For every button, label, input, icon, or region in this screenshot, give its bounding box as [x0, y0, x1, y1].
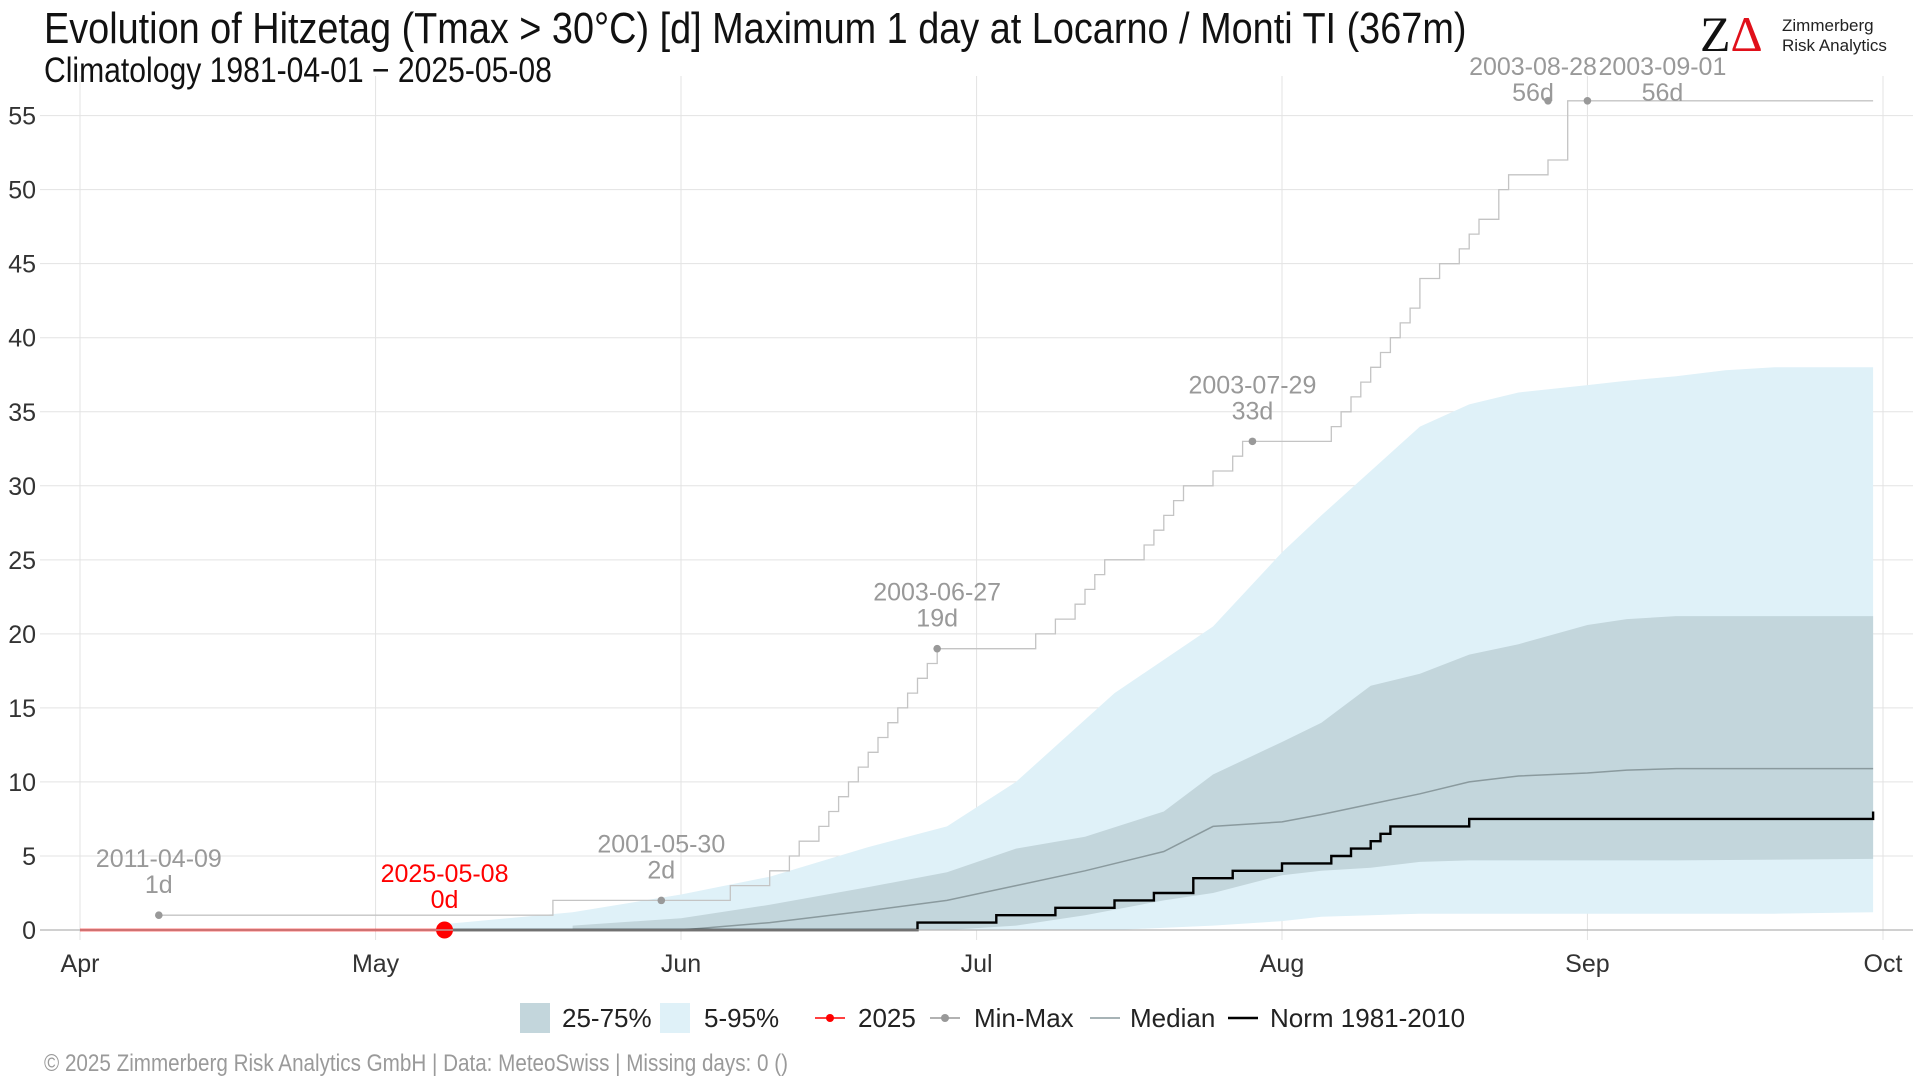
legend: 25-75% 5-95% 2025 Min-Max Median Norm 1981-20…: [520, 1003, 1465, 1033]
annotation-value: 56d: [1512, 79, 1554, 107]
annotation-date: 2025-05-08: [381, 860, 509, 888]
y-tick-label: 5: [22, 843, 36, 871]
y-tick-label: 50: [8, 177, 36, 205]
chart-subtitle: Climatology 1981-04-01 − 2025-05-08: [44, 51, 552, 90]
legend-label: Min-Max: [974, 1003, 1074, 1033]
y-tick-label: 30: [8, 473, 36, 501]
legend-item: Min-Max: [930, 1003, 1074, 1033]
logo-text-line2: Risk Analytics: [1782, 36, 1887, 55]
minmax-point: [657, 896, 666, 905]
minmax-point: [933, 644, 941, 653]
y-tick-label: 20: [8, 621, 36, 649]
legend-label: Median: [1130, 1003, 1215, 1033]
legend-item: 25-75%: [520, 1003, 652, 1033]
legend-label: 25-75%: [562, 1003, 652, 1033]
minmax-point: [155, 911, 163, 919]
x-tick-label: Sep: [1565, 950, 1609, 978]
legend-label: 5-95%: [704, 1003, 779, 1033]
annotation-value: 56d: [1642, 79, 1684, 107]
x-tick-label: May: [352, 950, 400, 978]
annotation-value: 2d: [647, 856, 675, 884]
footer-credits: © 2025 Zimmerberg Risk Analytics GmbH | …: [44, 1050, 788, 1077]
logo-delta: Δ: [1730, 6, 1763, 62]
company-logo: ZΔ Zimmerberg Risk Analytics: [1700, 6, 1900, 62]
minmax-line: [158, 100, 1874, 916]
minmax-point: [1544, 97, 1552, 105]
annotation-value: 33d: [1232, 397, 1274, 425]
logo-text-line1: Zimmerberg: [1782, 16, 1874, 35]
logo-text: Zimmerberg Risk Analytics: [1782, 16, 1887, 56]
annotation-date: 2003-09-01: [1598, 53, 1726, 81]
y-tick-label: 40: [8, 325, 36, 353]
legend-swatch: [520, 1003, 550, 1033]
annotation-date: 2003-07-29: [1188, 371, 1316, 399]
y-tick-label: 35: [8, 399, 36, 427]
chart-title: Evolution of Hitzetag (Tmax > 30°C) [d] …: [44, 4, 1467, 53]
y-tick-label: 45: [8, 251, 36, 279]
annotation-value: 1d: [145, 871, 173, 899]
legend-item: 2025: [815, 1003, 916, 1033]
band-25-75: [572, 616, 1874, 930]
legend-label: 2025: [858, 1003, 916, 1033]
x-tick-label: Jun: [661, 950, 701, 978]
norm-line: [444, 811, 1875, 932]
annotation-date: 2003-06-27: [873, 579, 1001, 607]
x-tick-label: Oct: [1864, 950, 1903, 978]
y-tick-label: 55: [8, 103, 36, 131]
logo-mark: ZΔ: [1700, 6, 1763, 62]
legend-swatch: [660, 1003, 690, 1033]
annotation-date: 2003-08-28: [1469, 53, 1597, 81]
annotation-value: 19d: [916, 605, 958, 633]
y-tick-label: 0: [22, 917, 36, 945]
legend-swatch-dot: [826, 1014, 834, 1022]
annotation-date: 2011-04-09: [96, 845, 222, 873]
annotation-value: 0d: [431, 886, 459, 914]
median-line: [680, 767, 1874, 931]
legend-item: Median: [1090, 1003, 1215, 1033]
legend-swatch-dot: [941, 1014, 949, 1022]
minmax-point: [1248, 437, 1257, 446]
legend-item: Norm 1981-2010: [1228, 1003, 1465, 1033]
y-tick-label: 15: [8, 695, 36, 723]
x-tick-label: Aug: [1260, 950, 1304, 978]
legend-item: 5-95%: [660, 1003, 779, 1033]
annotation-date: 2001-05-30: [597, 830, 725, 858]
y-tick-label: 10: [8, 769, 36, 797]
legend-label: Norm 1981-2010: [1270, 1003, 1465, 1033]
x-tick-label: Jul: [961, 950, 993, 978]
y-tick-label: 25: [8, 547, 36, 575]
logo-z: Z: [1700, 6, 1731, 62]
x-tick-label: Apr: [61, 950, 100, 978]
minmax-point: [1583, 97, 1592, 105]
